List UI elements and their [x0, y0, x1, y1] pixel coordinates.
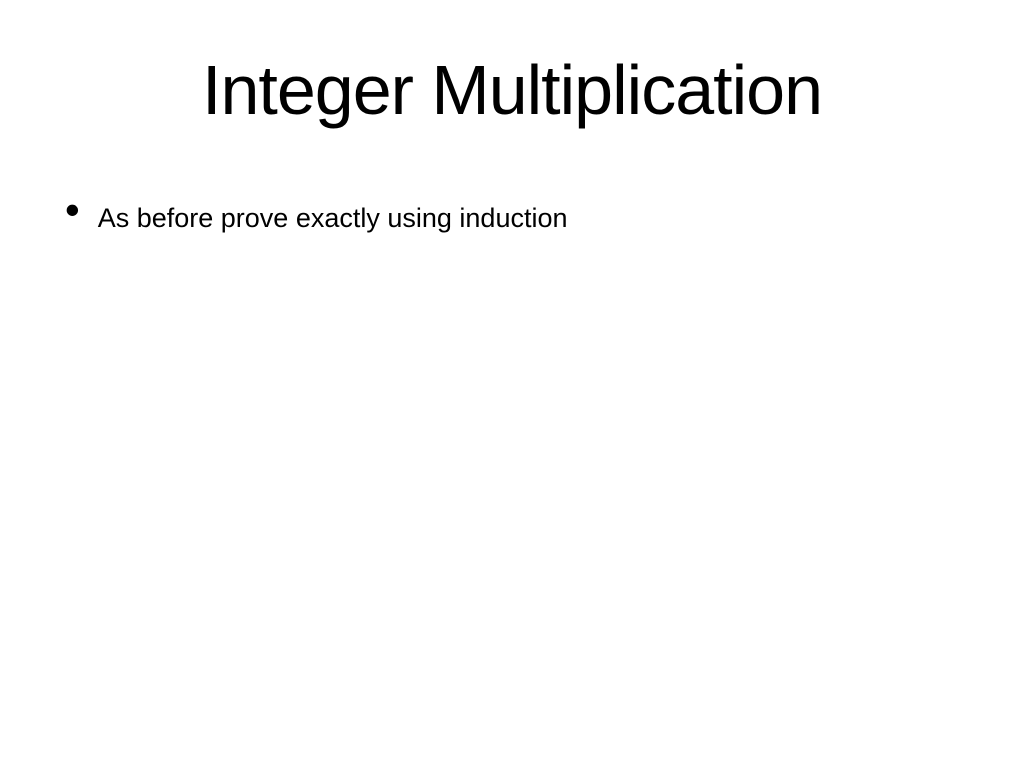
bullet-text: As before prove exactly using induction [98, 195, 568, 236]
bullet-list: • As before prove exactly using inductio… [65, 195, 964, 256]
bullet-marker-icon: • [65, 189, 80, 231]
slide-title: Integer Multiplication [0, 50, 1024, 130]
bullet-item: • As before prove exactly using inductio… [65, 195, 964, 236]
